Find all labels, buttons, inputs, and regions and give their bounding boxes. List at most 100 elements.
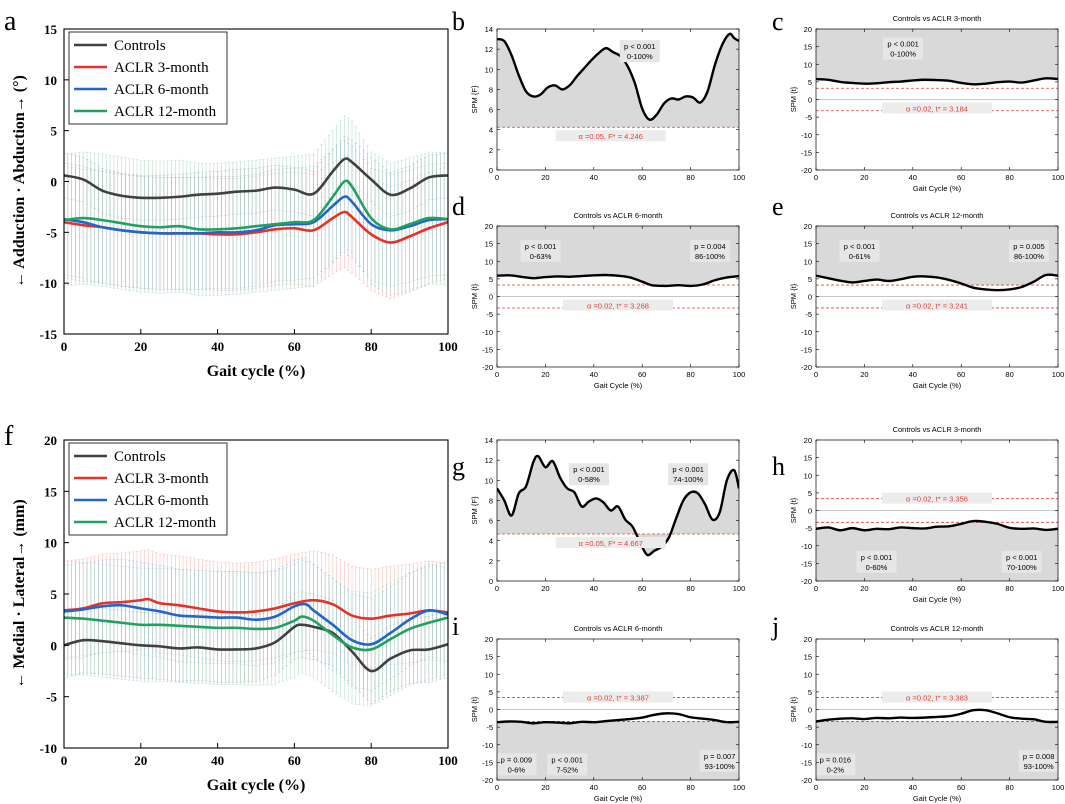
y-tick-label: -10 [40,741,57,756]
plot-frame-g [496,439,740,582]
y-tick-label: 0 [808,507,812,516]
y-tick-label: 15 [804,240,812,249]
p-annotation-bg [856,550,897,573]
y-tick-label: 0 [51,638,58,653]
p-annotation-line: 0-61% [849,252,871,261]
y-tick-label: 14 [485,25,493,34]
series-line-0 [64,623,448,673]
legend-label-2: ACLR 6-month [114,82,209,98]
p-annotation-line: 86-100% [1014,252,1044,261]
p-annotation-line: p = 0.004 [694,242,726,251]
threshold-label-d: α =0.02, t* = 3.268 [563,299,673,311]
y-tick-label: -10 [482,741,493,750]
x-tick-label: 60 [957,173,965,182]
x-tick-label: 80 [365,339,378,354]
y-tick-label: 5 [51,587,58,602]
p-annotation-line: 0-100% [890,50,916,59]
p-annotation-line: 70-100% [1007,563,1037,572]
p-annotation-line: 86-100% [695,252,725,261]
x-axis-label-i: Gait Cycle (%) [594,794,643,803]
errorbars-a [64,115,448,299]
series-line-1 [64,597,448,620]
x-axis-label-c: Gait Cycle (%) [913,184,962,193]
legend-box [68,442,228,536]
y-tick-label: -20 [801,577,812,586]
y-tick-label: 0 [489,706,493,715]
y-tick-label: -15 [801,758,812,767]
y-tick-label: -20 [482,776,493,785]
legend-f: Controls ACLR 3-month ACLR 6-month ACLR 12-… [68,442,228,536]
y-tick-label: -5 [486,723,493,732]
p-annotation-line: 93-100% [1024,762,1054,771]
y-tick-label: 20 [804,222,812,231]
p-annotation-line: p = 0.009 [501,755,533,764]
x-tick-label: 40 [909,173,917,182]
chart-title-j: Controls vs ACLR 12-month [891,624,984,633]
panel-letter-e: e [772,192,784,221]
y-tick-label: -15 [482,758,493,767]
p-annotation-bg [815,753,856,776]
y-tick-label: -20 [801,776,812,785]
threshold-label: α =0.02, t* = 3.241 [906,302,968,311]
y-tick-label: 0 [808,96,812,105]
x-tick-label: 100 [733,584,746,593]
suprathreshold-area [497,33,739,128]
x-tick-label: 80 [686,584,694,593]
x-tick-label: 60 [288,753,301,768]
chart-title-i: Controls vs ACLR 6-month [574,624,663,633]
x-tick-label: 60 [638,584,646,593]
y-tick-label: 8 [489,85,493,94]
panel-letter-f: f [4,421,14,452]
y-axis-label-c: SPM {t} [789,86,798,112]
y-tick-label: -10 [801,542,812,551]
x-axis-label-h: Gait Cycle (%) [913,595,962,604]
y-tick-label: -5 [805,524,812,533]
chart-title-h: Controls vs ACLR 3-month [893,425,982,434]
x-tick-label: 20 [860,584,868,593]
y-axis-label-f: ← Medial · Lateral→ (mm) [11,499,28,688]
p-annotation-line: p < 0.001 [573,465,605,474]
x-tick-label: 20 [541,370,549,379]
x-tick-label: 80 [365,753,378,768]
x-tick-label: 20 [860,783,868,792]
x-tick-label: 40 [211,753,224,768]
y-tick-label: 4 [489,537,493,546]
y-tick-label: 5 [51,124,58,139]
p-annotation-line: p < 0.001 [844,242,876,251]
x-tick-label: 20 [541,173,549,182]
y-tick-label: 10 [485,257,493,266]
p-annotation-bg [568,463,609,486]
y-tick-label: 10 [485,670,493,679]
p-annotation-bg [1018,749,1059,772]
threshold-label-bg [882,299,992,311]
y-tick-label: 5 [808,78,812,87]
p-annotation-line: p < 0.001 [624,42,656,51]
x-tick-label: 20 [541,783,549,792]
y-tick-label: 10 [485,65,493,74]
y-tick-label: 15 [804,653,812,662]
p-annotation-line: p = 0.005 [1013,242,1045,251]
y-tick-label: -20 [482,363,493,372]
y-tick-label: -10 [801,328,812,337]
x-tick-label: 60 [957,783,965,792]
y-tick-label: -15 [801,148,812,157]
y-tick-label: -10 [482,328,493,337]
x-tick-label: 0 [814,783,818,792]
spm-g [497,454,739,557]
y-tick-label: 5 [489,688,493,697]
legend-label-3: ACLR 12-month [114,104,217,120]
panel-letter-h: h [772,452,785,481]
x-tick-label: 80 [686,173,694,182]
y-tick-label: -15 [801,559,812,568]
x-tick-label: 60 [638,783,646,792]
threshold-label-c: α =0.02, t* = 3.184 [882,102,992,114]
